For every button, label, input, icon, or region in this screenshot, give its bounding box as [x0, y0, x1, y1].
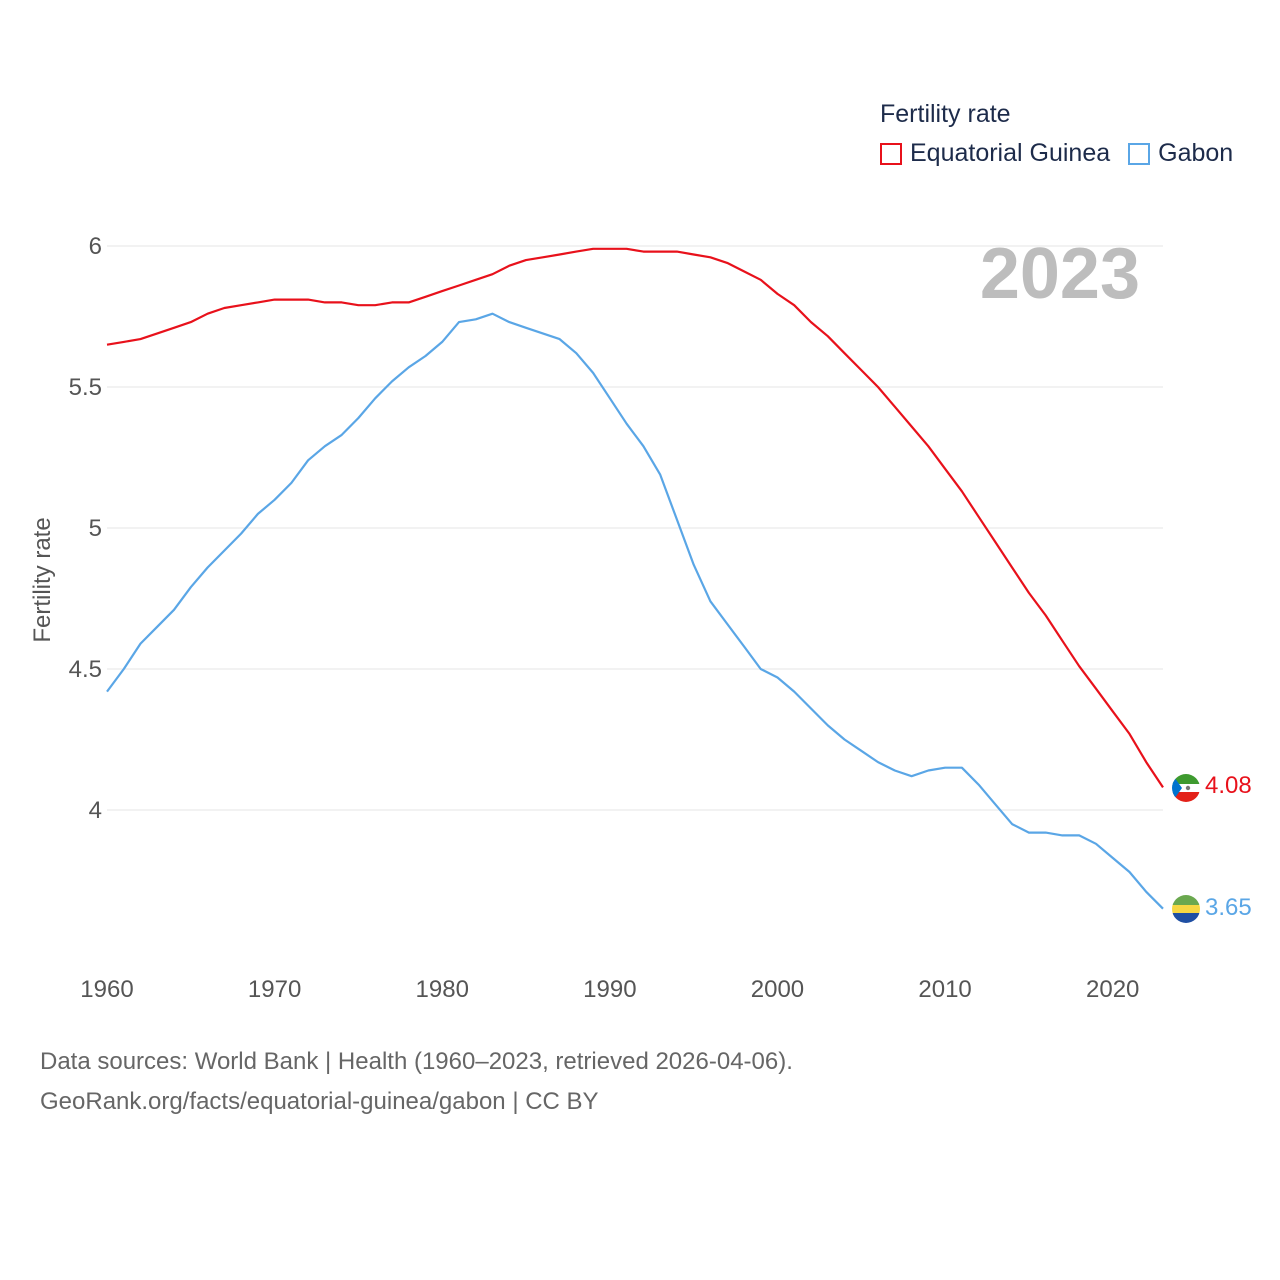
- equatorial-guinea-flag-icon: [1172, 774, 1200, 802]
- legend-item-equatorial-guinea[interactable]: Equatorial Guinea: [880, 139, 1110, 168]
- y-tick-label: 5: [89, 515, 102, 542]
- x-tick-label: 1980: [416, 976, 469, 1003]
- gridlines: [107, 245, 1163, 811]
- series-line-equatorial-guinea[interactable]: [106, 247, 1164, 789]
- y-tick-label: 5.5: [69, 374, 102, 401]
- x-axis-ticks: 1960 1970 1980 1990 2000 2010 2020: [80, 976, 1139, 1003]
- series-lines: [106, 247, 1164, 910]
- gabon-swatch-icon: [1128, 142, 1151, 165]
- year-label: 2023: [980, 234, 1140, 314]
- legend: Fertility rate Equatorial Guinea Gabon: [880, 100, 1233, 168]
- footer-link[interactable]: GeoRank.org/facts/equatorial-guinea/gabo…: [40, 1088, 599, 1115]
- x-tick-label: 2010: [918, 976, 971, 1003]
- legend-title: Fertility rate: [880, 100, 1011, 128]
- legend-items: Equatorial Guinea Gabon: [880, 139, 1233, 168]
- legend-label-gabon: Gabon: [1158, 139, 1234, 167]
- y-tick-label: 4.5: [69, 656, 102, 683]
- footer: Data sources: World Bank | Health (1960–…: [40, 1042, 793, 1122]
- legend-item-gabon[interactable]: Gabon: [1128, 139, 1233, 168]
- y-tick-label: 4: [89, 797, 102, 824]
- x-tick-label: 2020: [1086, 976, 1139, 1003]
- x-tick-label: 1990: [583, 976, 636, 1003]
- gabon-end-value: 3.65: [1205, 894, 1252, 921]
- y-axis-label: Fertility rate: [29, 517, 56, 642]
- legend-label-equatorial-guinea: Equatorial Guinea: [910, 139, 1111, 167]
- equatorial-guinea-swatch-icon: [880, 142, 902, 165]
- y-tick-label: 6: [89, 233, 102, 260]
- footer-sources: Data sources: World Bank | Health (1960–…: [40, 1048, 793, 1075]
- series-line-gabon[interactable]: [106, 312, 1164, 910]
- gabon-flag-icon: [1172, 895, 1200, 923]
- y-axis-ticks: 4 4.5 5 5.5 6: [69, 233, 102, 824]
- equatorial-guinea-end-value: 4.08: [1205, 772, 1252, 799]
- x-tick-label: 1970: [248, 976, 301, 1003]
- x-tick-label: 2000: [751, 976, 804, 1003]
- x-tick-label: 1960: [80, 976, 133, 1003]
